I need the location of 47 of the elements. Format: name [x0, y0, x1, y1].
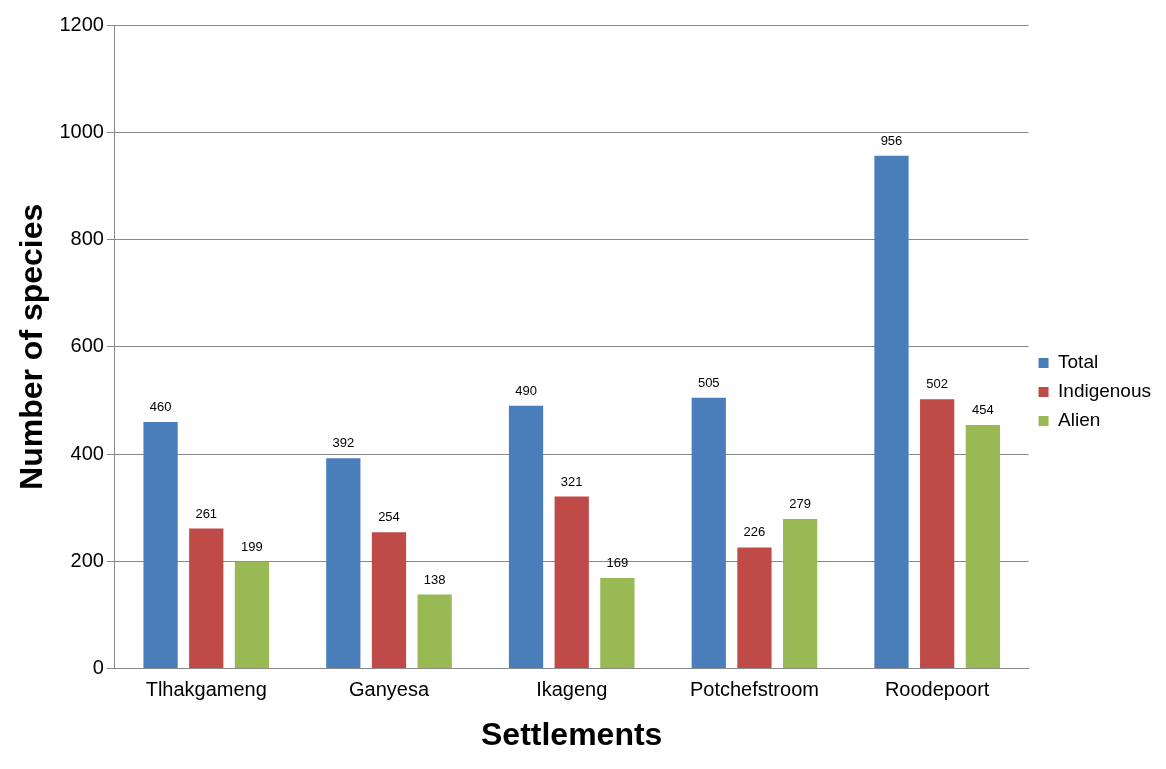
bar — [965, 425, 1000, 669]
data-label: 279 — [789, 496, 811, 512]
bar — [234, 561, 270, 669]
legend-label: Indigenous — [1058, 380, 1151, 402]
data-label: 169 — [606, 555, 629, 571]
x-tick-label: Tlhakgameng — [145, 678, 267, 701]
y-tick-label: 600 — [70, 334, 104, 357]
data-label: 502 — [926, 376, 949, 392]
bar — [920, 399, 955, 669]
y-tick-label: 1000 — [59, 119, 104, 142]
data-label: 261 — [195, 505, 218, 521]
bar — [508, 405, 544, 669]
data-label: 392 — [332, 435, 355, 451]
legend-label: Alien — [1058, 409, 1101, 431]
x-tick-label: Ganyesa — [348, 678, 430, 701]
y-tick-label: 800 — [70, 227, 104, 250]
bar — [782, 518, 818, 669]
bar — [143, 421, 178, 669]
bar — [417, 594, 452, 669]
data-label: 460 — [149, 398, 172, 414]
bar — [554, 496, 589, 669]
bar — [600, 577, 635, 669]
y-axis-title: Number of species — [13, 203, 50, 490]
data-label: 454 — [972, 402, 994, 418]
x-axis-title: Settlements — [481, 715, 663, 752]
data-label: 321 — [560, 473, 583, 489]
y-tick-label: 1200 — [59, 12, 104, 35]
bar — [874, 155, 909, 669]
y-tick-label: 400 — [70, 441, 104, 464]
bar — [691, 397, 726, 669]
bar — [189, 528, 224, 669]
data-label: 505 — [697, 374, 720, 390]
x-tick-label: Ikageng — [536, 678, 608, 701]
y-tick-label: 0 — [92, 656, 104, 679]
x-tick-label: Potchefstroom — [689, 678, 819, 701]
data-label: 138 — [423, 571, 446, 587]
data-label: 199 — [241, 538, 263, 554]
bar — [737, 547, 772, 669]
data-label: 226 — [743, 524, 766, 540]
legend-label: Total — [1058, 351, 1099, 373]
bar — [371, 532, 407, 669]
data-label: 956 — [880, 132, 903, 148]
data-label: 254 — [378, 509, 400, 525]
bar — [326, 458, 361, 669]
x-tick-label: Roodepoort — [884, 678, 990, 701]
data-label: 490 — [515, 382, 537, 398]
y-tick-label: 200 — [70, 548, 104, 571]
